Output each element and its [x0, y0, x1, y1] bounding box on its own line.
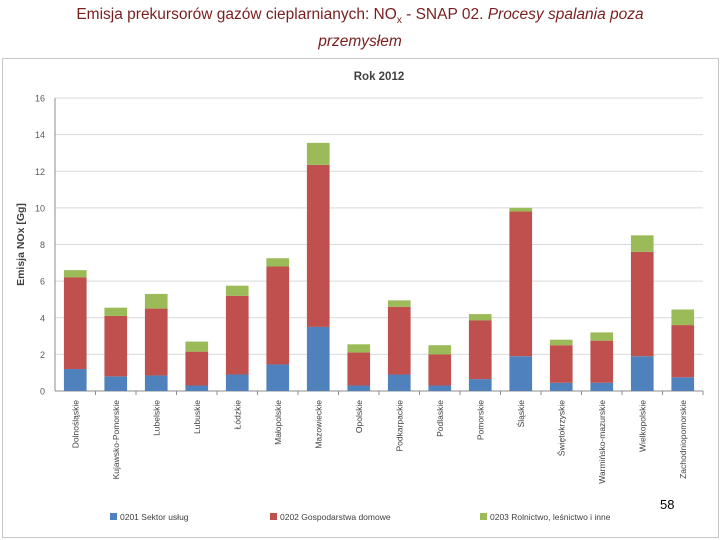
- bar-segment-3: [428, 345, 452, 355]
- x-category-label: Świętokrzyskie: [555, 400, 566, 456]
- bar-segment-2: [590, 340, 614, 383]
- bar-segment-1: [671, 377, 695, 391]
- bar-segment-1: [549, 382, 573, 391]
- bar-segment-3: [671, 309, 695, 326]
- y-tick-label: 12: [35, 167, 45, 177]
- title-subscript: x: [396, 15, 402, 27]
- bar-segment-2: [144, 308, 168, 376]
- y-tick-label: 6: [40, 277, 45, 287]
- bar-segment-2: [266, 266, 290, 365]
- title-mid-text: - SNAP 02.: [401, 6, 488, 23]
- y-tick-label: 0: [40, 387, 45, 397]
- y-tick-label: 8: [40, 240, 45, 250]
- legend-swatch: [110, 513, 117, 520]
- x-category-label: Śląskie: [515, 400, 526, 428]
- x-category-label: Mazowieckie: [313, 400, 323, 449]
- x-category-label: Podkarpackie: [394, 400, 404, 452]
- bar-segment-1: [266, 364, 290, 391]
- x-category-label: Pomorskie: [475, 400, 485, 440]
- y-tick-label: 16: [35, 94, 45, 104]
- bar-segment-3: [468, 314, 492, 321]
- bar-segment-2: [63, 277, 87, 370]
- bar-segment-2: [468, 320, 492, 380]
- x-category-label: Opolskie: [354, 400, 364, 433]
- x-category-label: Małopolskie: [273, 400, 283, 445]
- x-category-label: Podlaskie: [435, 400, 445, 437]
- title-line-2: przemysłem: [0, 31, 720, 52]
- bar-segment-2: [549, 345, 573, 383]
- legend-swatch: [480, 513, 487, 520]
- y-tick-label: 10: [35, 203, 45, 213]
- legend-label: 0201 Sektor usług: [120, 512, 189, 522]
- bar-segment-3: [347, 344, 371, 353]
- chart-title: Rok 2012: [354, 71, 405, 83]
- y-tick-label: 2: [40, 350, 45, 360]
- title-main-text: Emisja prekursorów gazów cieplarnianych:…: [76, 6, 397, 23]
- bar-segment-3: [144, 293, 168, 309]
- bar-segment-1: [509, 356, 533, 391]
- bar-segment-3: [104, 307, 128, 316]
- bar-segment-1: [63, 369, 87, 391]
- bar-segment-1: [347, 385, 371, 391]
- bar-segment-2: [428, 354, 452, 386]
- title-italic-text-2: przemysłem: [318, 33, 402, 51]
- bar-segment-2: [387, 306, 411, 375]
- bar-segment-2: [225, 295, 249, 375]
- bar-segment-3: [590, 332, 614, 341]
- x-category-label: Łódzkie: [232, 400, 242, 430]
- bar-segment-1: [104, 376, 128, 391]
- bar-segment-1: [144, 375, 168, 391]
- bar-segment-1: [428, 385, 452, 391]
- bar-segment-3: [306, 142, 330, 165]
- y-tick-label: 14: [35, 130, 45, 140]
- bar-segment-3: [387, 300, 411, 307]
- bar-segment-1: [590, 382, 614, 391]
- y-tick-label: 4: [40, 313, 45, 323]
- x-category-label: Lubuskie: [192, 400, 202, 434]
- bar-segment-1: [185, 385, 209, 391]
- legend-swatch: [270, 513, 277, 520]
- bar-segment-1: [387, 374, 411, 391]
- x-category-label: Zachodniopomorskie: [678, 400, 688, 479]
- bar-segment-2: [630, 251, 654, 357]
- y-axis-label: Emisja NOx [Gg]: [15, 203, 27, 286]
- chart-frame: [2, 58, 719, 538]
- bar-segment-3: [185, 341, 209, 352]
- title-line-1: Emisja prekursorów gazów cieplarnianych:…: [0, 4, 720, 31]
- bar-segment-3: [266, 258, 290, 267]
- bar-segment-3: [509, 207, 533, 212]
- bar-segment-3: [549, 339, 573, 346]
- bar-segment-2: [306, 164, 330, 327]
- legend-label: 0202 Gospodarstwa domowe: [280, 512, 391, 522]
- bar-segment-2: [509, 211, 533, 357]
- bar-segment-2: [185, 351, 209, 386]
- page-number: 58: [660, 497, 675, 512]
- bar-segment-3: [630, 235, 654, 252]
- x-category-label: Warmińsko-mazurskie: [597, 400, 607, 484]
- x-category-label: Kujawsko-Pomorskie: [111, 400, 121, 480]
- bar-segment-3: [63, 270, 87, 278]
- title-italic-text: Procesy spalania poza: [487, 6, 644, 23]
- bar-segment-3: [225, 285, 249, 296]
- legend-label: 0203 Rolnictwo, leśnictwo i inne: [490, 512, 611, 522]
- bar-segment-2: [347, 352, 371, 386]
- bar-segment-1: [306, 326, 330, 391]
- bar-segment-1: [630, 356, 654, 391]
- bar-segment-2: [671, 325, 695, 378]
- x-category-label: Lubelskie: [151, 400, 161, 436]
- slide-title: Emisja prekursorów gazów cieplarnianych:…: [0, 4, 720, 52]
- bar-segment-1: [225, 374, 249, 391]
- x-category-label: Wielkopolskie: [637, 400, 647, 452]
- x-category-label: Dolnośląskie: [70, 400, 80, 448]
- bar-segment-1: [468, 379, 492, 391]
- bar-segment-2: [104, 315, 128, 377]
